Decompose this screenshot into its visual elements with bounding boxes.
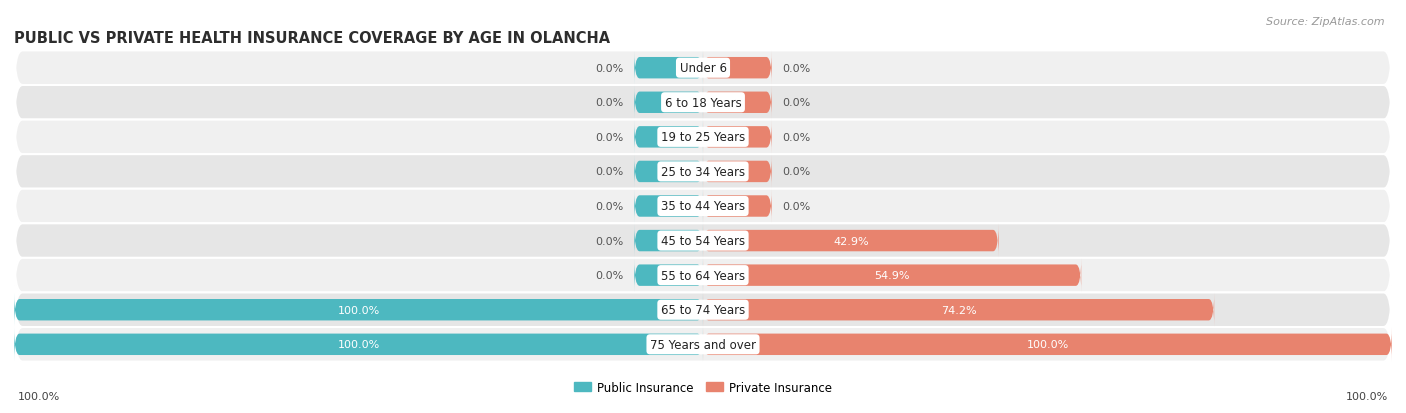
FancyBboxPatch shape	[634, 155, 703, 189]
FancyBboxPatch shape	[703, 155, 772, 189]
Text: 25 to 34 Years: 25 to 34 Years	[661, 166, 745, 178]
FancyBboxPatch shape	[703, 328, 1392, 361]
Text: 0.0%: 0.0%	[596, 202, 624, 211]
Legend: Public Insurance, Private Insurance: Public Insurance, Private Insurance	[569, 376, 837, 399]
Text: 100.0%: 100.0%	[1026, 339, 1069, 349]
Text: 65 to 74 Years: 65 to 74 Years	[661, 304, 745, 316]
Text: 55 to 64 Years: 55 to 64 Years	[661, 269, 745, 282]
Text: 0.0%: 0.0%	[596, 236, 624, 246]
FancyBboxPatch shape	[14, 44, 1392, 93]
FancyBboxPatch shape	[634, 224, 703, 258]
Text: 100.0%: 100.0%	[337, 339, 380, 349]
FancyBboxPatch shape	[703, 259, 1081, 292]
Text: 0.0%: 0.0%	[782, 64, 810, 74]
Text: 0.0%: 0.0%	[782, 202, 810, 211]
FancyBboxPatch shape	[703, 86, 772, 120]
Text: 0.0%: 0.0%	[596, 167, 624, 177]
Text: 74.2%: 74.2%	[941, 305, 976, 315]
Text: PUBLIC VS PRIVATE HEALTH INSURANCE COVERAGE BY AGE IN OLANCHA: PUBLIC VS PRIVATE HEALTH INSURANCE COVER…	[14, 31, 610, 46]
Text: Under 6: Under 6	[679, 62, 727, 75]
FancyBboxPatch shape	[14, 148, 1392, 196]
FancyBboxPatch shape	[634, 190, 703, 223]
Text: 100.0%: 100.0%	[337, 305, 380, 315]
FancyBboxPatch shape	[14, 286, 1392, 334]
FancyBboxPatch shape	[634, 52, 703, 85]
Text: 0.0%: 0.0%	[782, 133, 810, 142]
FancyBboxPatch shape	[703, 224, 998, 258]
FancyBboxPatch shape	[14, 293, 703, 327]
FancyBboxPatch shape	[14, 79, 1392, 127]
Text: 0.0%: 0.0%	[596, 271, 624, 280]
FancyBboxPatch shape	[703, 293, 1215, 327]
FancyBboxPatch shape	[703, 52, 772, 85]
FancyBboxPatch shape	[14, 114, 1392, 161]
Text: 6 to 18 Years: 6 to 18 Years	[665, 97, 741, 109]
FancyBboxPatch shape	[14, 320, 1392, 369]
Text: Source: ZipAtlas.com: Source: ZipAtlas.com	[1267, 17, 1385, 26]
Text: 42.9%: 42.9%	[832, 236, 869, 246]
Text: 54.9%: 54.9%	[875, 271, 910, 280]
Text: 75 Years and over: 75 Years and over	[650, 338, 756, 351]
Text: 0.0%: 0.0%	[596, 64, 624, 74]
FancyBboxPatch shape	[14, 252, 1392, 299]
FancyBboxPatch shape	[14, 217, 1392, 265]
Text: 0.0%: 0.0%	[782, 98, 810, 108]
Text: 100.0%: 100.0%	[1346, 391, 1388, 401]
Text: 35 to 44 Years: 35 to 44 Years	[661, 200, 745, 213]
Text: 45 to 54 Years: 45 to 54 Years	[661, 235, 745, 247]
Text: 19 to 25 Years: 19 to 25 Years	[661, 131, 745, 144]
FancyBboxPatch shape	[634, 121, 703, 154]
FancyBboxPatch shape	[14, 183, 1392, 230]
FancyBboxPatch shape	[634, 86, 703, 120]
FancyBboxPatch shape	[634, 259, 703, 292]
Text: 0.0%: 0.0%	[782, 167, 810, 177]
FancyBboxPatch shape	[14, 328, 703, 361]
FancyBboxPatch shape	[703, 190, 772, 223]
Text: 0.0%: 0.0%	[596, 98, 624, 108]
FancyBboxPatch shape	[703, 121, 772, 154]
Text: 100.0%: 100.0%	[18, 391, 60, 401]
Text: 0.0%: 0.0%	[596, 133, 624, 142]
